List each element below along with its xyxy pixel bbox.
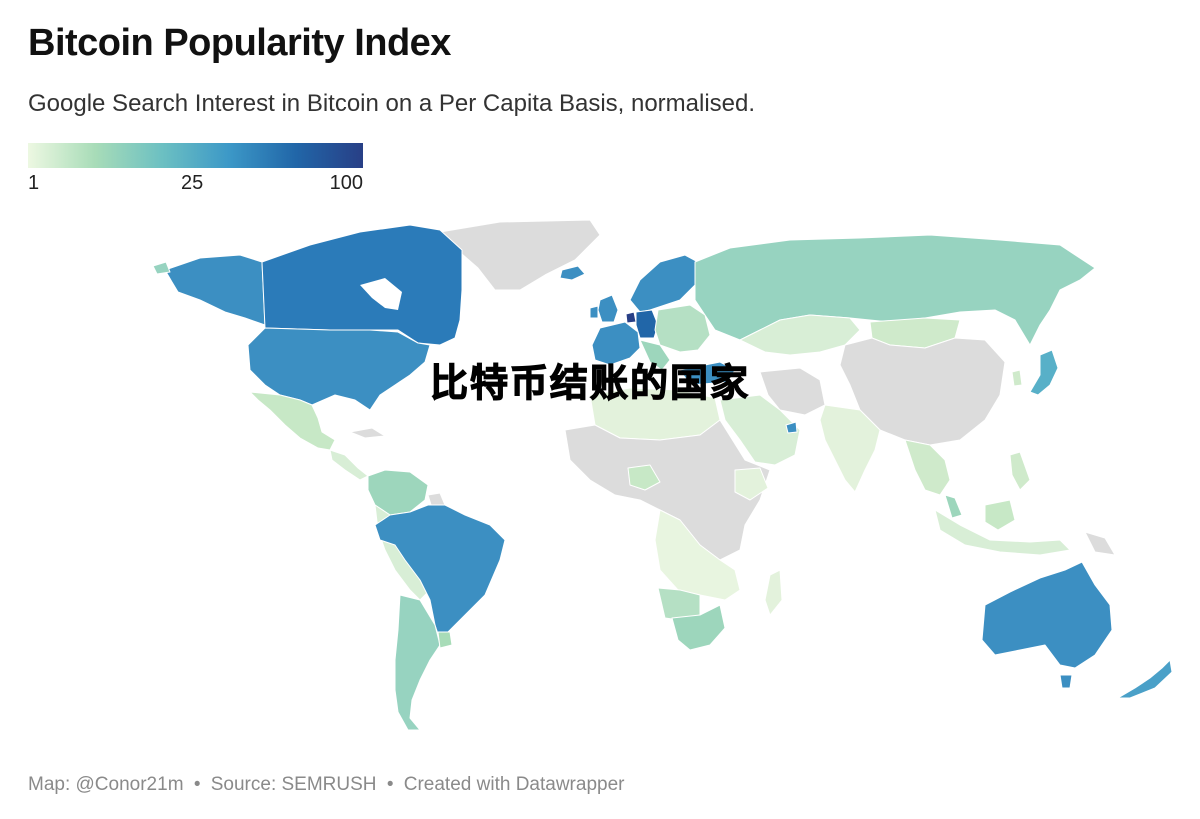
region-new-zealand bbox=[1117, 659, 1173, 699]
region-netherlands bbox=[625, 311, 637, 324]
region-south-africa bbox=[671, 604, 726, 651]
region-malaysia bbox=[944, 494, 963, 519]
region-indonesia bbox=[934, 509, 1071, 556]
region-southern-africa bbox=[654, 509, 741, 601]
region-eastern-europe bbox=[654, 304, 711, 353]
region-arabian-peninsula bbox=[719, 394, 801, 466]
color-legend: 1 25 100 bbox=[28, 143, 363, 194]
region-alaska bbox=[164, 254, 266, 326]
region-china bbox=[839, 337, 1006, 446]
legend-tick-max: 100 bbox=[329, 172, 363, 194]
region-united-kingdom bbox=[597, 294, 619, 323]
region-ethiopia bbox=[734, 467, 769, 501]
region-madagascar bbox=[764, 569, 783, 616]
region-turkey bbox=[679, 361, 736, 386]
region-southeast-asia bbox=[904, 439, 951, 496]
region-nigeria bbox=[627, 464, 661, 491]
region-ireland bbox=[589, 305, 599, 319]
region-greenland bbox=[439, 219, 601, 291]
data-source: Source: SEMRUSH bbox=[210, 774, 377, 795]
footer-separator: • bbox=[386, 774, 394, 795]
region-japan bbox=[1029, 349, 1059, 396]
legend-gradient-bar bbox=[28, 143, 363, 168]
region-italy-balkans bbox=[639, 339, 671, 371]
world-choropleth-map bbox=[152, 219, 1173, 731]
legend-tick-labels: 1 25 100 bbox=[28, 168, 363, 194]
legend-tick-mid: 25 bbox=[181, 172, 204, 194]
region-mexico bbox=[249, 391, 336, 451]
region-united-states bbox=[247, 327, 431, 411]
region-central-america bbox=[329, 449, 369, 481]
hudson-bay bbox=[360, 278, 402, 310]
region-brazil bbox=[374, 504, 506, 641]
region-south-korea bbox=[1011, 369, 1023, 387]
region-argentina-chile bbox=[394, 594, 441, 731]
region-uruguay bbox=[437, 631, 453, 649]
region-papua-new-guinea bbox=[1084, 531, 1116, 556]
chart-title: Bitcoin Popularity Index bbox=[28, 22, 451, 64]
region-philippines bbox=[1009, 451, 1031, 491]
chart-subtitle: Google Search Interest in Bitcoin on a P… bbox=[28, 90, 756, 117]
chart-footer: Map: @Conor21m • Source: SEMRUSH • Creat… bbox=[28, 774, 624, 796]
region-iran bbox=[759, 367, 826, 416]
region-france-iberia bbox=[591, 321, 641, 366]
created-with: Created with Datawrapper bbox=[403, 774, 625, 795]
region-uae bbox=[785, 421, 798, 434]
region-scandinavia bbox=[629, 254, 699, 313]
region-borneo bbox=[984, 499, 1016, 531]
region-alaska-west-island bbox=[152, 261, 171, 275]
region-india bbox=[819, 404, 881, 493]
footer-separator: • bbox=[193, 774, 201, 795]
region-tasmania bbox=[1059, 674, 1073, 689]
overlay-caption: 比特币结账的国家 bbox=[429, 360, 751, 405]
region-colombia-venezuela bbox=[367, 469, 429, 516]
region-kazakhstan bbox=[739, 314, 861, 356]
region-australia bbox=[981, 561, 1113, 669]
legend-tick-min: 1 bbox=[28, 172, 40, 194]
region-iceland bbox=[559, 265, 586, 281]
region-cuba bbox=[349, 427, 386, 439]
map-credit: Map: @Conor21m bbox=[28, 774, 184, 795]
region-central-africa bbox=[564, 419, 771, 561]
region-germany bbox=[635, 309, 659, 339]
